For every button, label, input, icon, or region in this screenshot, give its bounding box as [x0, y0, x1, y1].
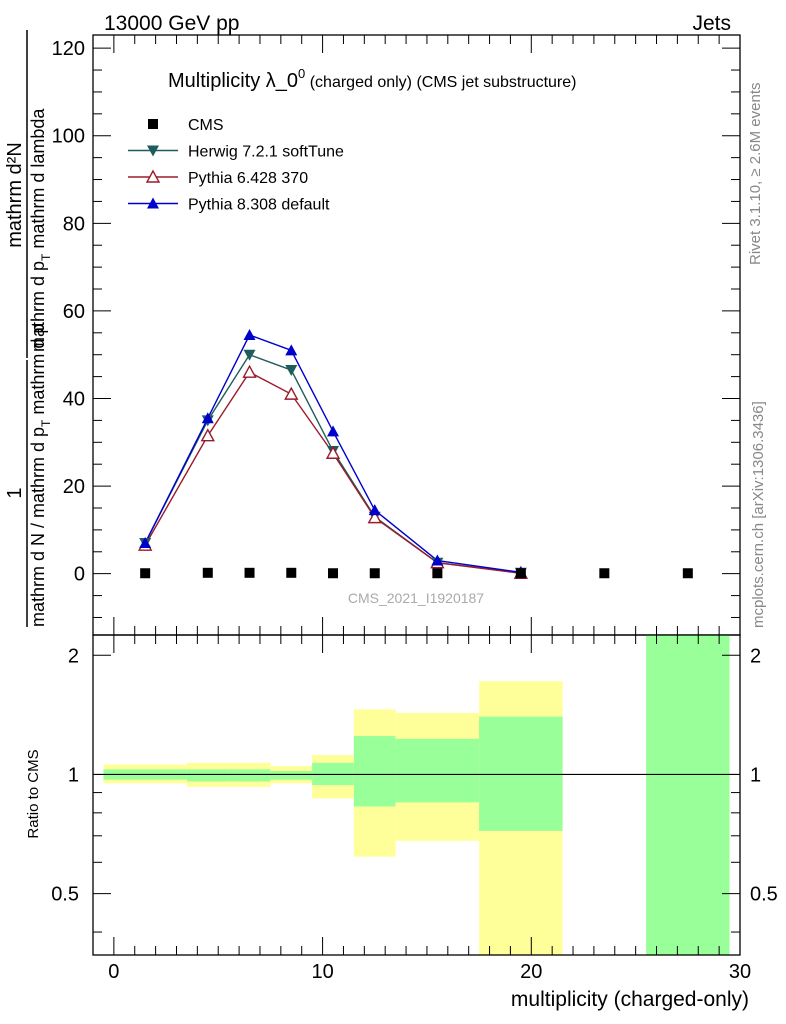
cms-data-point	[369, 568, 380, 579]
legend-label: Pythia 8.308 default	[188, 197, 330, 214]
ratio-band-inner	[228, 769, 271, 782]
ratio-tick-labels: 0.5 0.51 12 20 10 20 30	[51, 645, 778, 983]
main-ytick-label: 60	[63, 301, 85, 323]
ylabel-pre-num: 1	[4, 487, 26, 498]
pythia8-data-point	[327, 425, 340, 437]
herwig-data-point	[285, 365, 298, 377]
title-main: Multiplicity λ_0	[168, 70, 298, 92]
header-right: Jets	[692, 12, 731, 35]
pythia8-data-point	[243, 329, 256, 340]
legend-marker	[145, 169, 161, 183]
ratio-band-inner	[186, 769, 229, 782]
ratio-y-axis-label: Ratio to CMS	[25, 749, 42, 838]
ratio-band-inner	[353, 736, 396, 807]
ratio-plot-ticks	[92, 635, 741, 955]
ylabel-den-text: mathrm d p	[28, 261, 48, 352]
ratio-ytick-label-right: 0.5	[750, 884, 778, 906]
ratio-ytick-label-right: 2	[750, 645, 761, 667]
ylabel-pre-den-text: mathrm d N / mathrm d p	[28, 427, 48, 627]
ylabel-pre-den-rest: mathrm d p	[28, 324, 48, 420]
ratio-xtick-label: 20	[520, 961, 542, 983]
title-sup: 0	[298, 66, 305, 81]
ratio-band-inner	[270, 771, 313, 780]
pythia6-data-point	[325, 445, 341, 459]
legend: CMS Herwig 7.2.1 softTune Pythia 6.428 370…	[128, 117, 344, 214]
pythia8-data-point	[201, 412, 214, 424]
ratio-band-inner	[479, 716, 563, 831]
main-y-axis-label: 1 mathrm d N / mathrm d pT mathrm d p ma…	[4, 30, 53, 627]
pythia8-data-point	[285, 344, 298, 356]
legend-label: Herwig 7.2.1 softTune	[188, 144, 344, 161]
x-axis-label: multiplicity (charged-only)	[511, 988, 749, 1011]
pythia6-data-point	[284, 386, 299, 400]
ratio-xtick-label: 30	[729, 961, 751, 983]
ratio-plot-frame	[92, 634, 741, 956]
ratio-bands	[93, 635, 740, 955]
legend-label: Pythia 6.428 370	[188, 170, 308, 187]
ratio-xtick-label: 0	[108, 961, 119, 983]
ratio-ytick-label-left: 1	[68, 764, 79, 786]
rivet-version-label: Rivet 3.1.10, ≥ 2.6M events	[747, 83, 764, 266]
main-plot-ticks	[92, 35, 741, 635]
pythia6-line	[144, 371, 521, 574]
cms-data-point	[515, 568, 526, 579]
ylabel-pre-den: mathrm d N / mathrm d pT mathrm d p	[28, 324, 53, 627]
legend-marker	[148, 119, 158, 129]
legend-label: CMS	[188, 117, 224, 134]
cms-data-point	[140, 568, 151, 579]
pythia6-data-point	[242, 364, 257, 378]
title-rest: (charged only) (CMS jet substructure)	[305, 74, 576, 91]
ylabel-den-sub: T	[39, 253, 53, 261]
pythia6-data-point	[200, 428, 215, 442]
cms-data-point	[244, 567, 255, 578]
herwig-data-point	[243, 349, 256, 361]
cms-data-point	[599, 568, 610, 579]
ratio-ytick-label-left: 2	[68, 645, 79, 667]
main-series-group	[137, 329, 693, 579]
cms-data-point	[202, 567, 213, 578]
ratio-ytick-label-right: 1	[750, 764, 761, 786]
pythia8-data-point	[368, 504, 381, 516]
ratio-band-inner	[646, 635, 730, 955]
cms-data-point	[432, 568, 443, 579]
main-ytick-label: 0	[74, 564, 85, 586]
pythia8-data-point	[431, 554, 444, 566]
main-ytick-label: 80	[63, 213, 85, 235]
main-title: Multiplicity λ_00 (charged only) (CMS je…	[168, 66, 576, 92]
ratio-ytick-label-left: 0.5	[51, 884, 79, 906]
ylabel-den: mathrm d pT mathrm d lambda	[28, 108, 53, 352]
main-ytick-label: 120	[52, 38, 85, 60]
pythia8-line	[144, 334, 521, 574]
pythia8-data-point	[139, 537, 152, 549]
mcplots-label: mcplots.cern.ch [arXiv:1306.3436]	[750, 401, 767, 628]
ylabel-pre-den-sub: T	[39, 419, 53, 427]
main-ytick-label: 20	[63, 476, 85, 498]
main-ytick-label: 100	[52, 126, 85, 148]
cms-data-point	[286, 567, 297, 578]
main-ytick-label: 40	[63, 389, 85, 411]
legend-marker	[147, 197, 159, 209]
analysis-watermark: CMS_2021_I1920187	[348, 590, 484, 606]
herwig-line	[144, 353, 521, 574]
cms-data-point	[682, 568, 693, 579]
ratio-xtick-label: 10	[311, 961, 333, 983]
legend-marker	[147, 145, 159, 157]
ylabel-den-rest: mathrm d lambda	[28, 108, 48, 254]
ratio-band-inner	[395, 738, 480, 803]
ylabel-num: mathrm d²N	[4, 142, 26, 248]
main-y-tick-labels: 0 20 40 60 80 100 120	[52, 38, 85, 586]
header-left: 13000 GeV pp	[104, 12, 239, 35]
pythia6-data-point	[367, 510, 382, 524]
cms-data-point	[328, 568, 339, 579]
